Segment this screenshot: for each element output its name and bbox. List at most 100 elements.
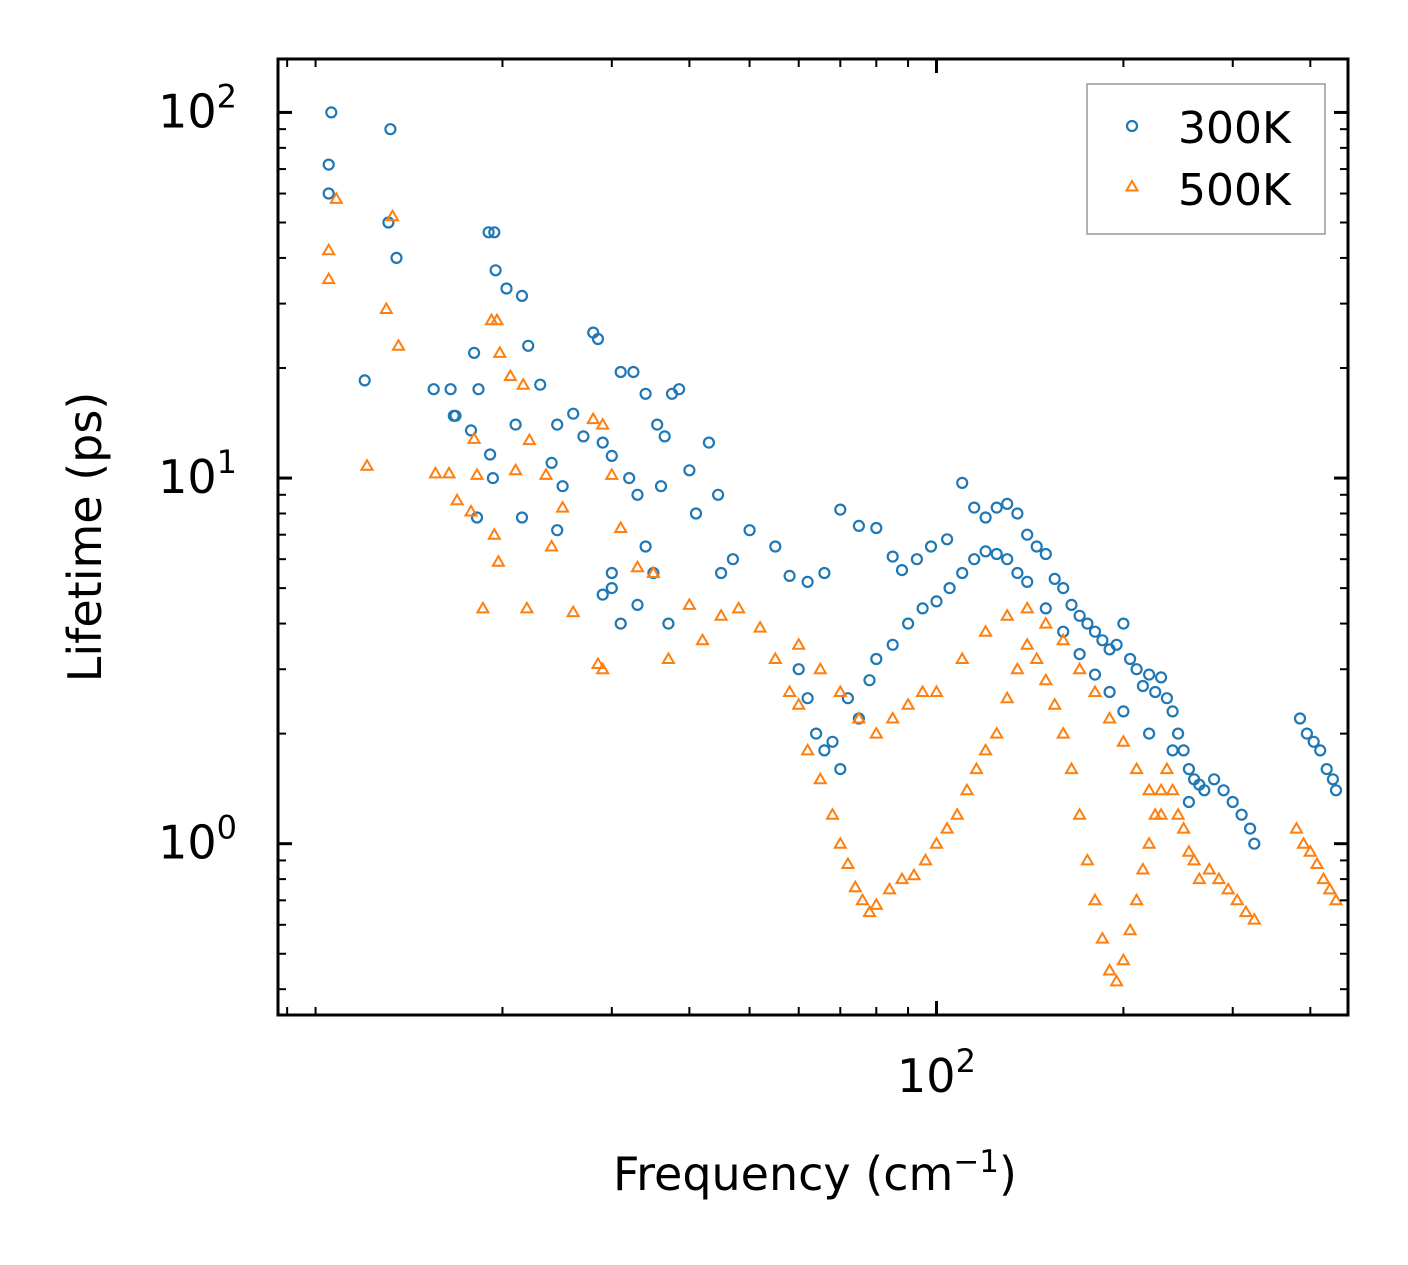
data-point [1073, 647, 1086, 661]
data-point [1064, 761, 1079, 775]
data-point [1181, 844, 1197, 857]
data-point [1220, 881, 1236, 895]
y-tick-label: 101 [158, 443, 237, 504]
data-point [390, 251, 403, 264]
data-point [1300, 727, 1314, 740]
legend-marker-300k [1125, 119, 1139, 133]
data-point [329, 191, 344, 204]
data-point [1057, 581, 1070, 595]
data-point [651, 418, 664, 431]
data-point [895, 563, 909, 577]
data-point [869, 897, 884, 910]
data-point [910, 553, 924, 566]
data-point [851, 711, 867, 724]
data-point [813, 771, 828, 785]
data-point [1072, 661, 1087, 675]
data-point [792, 663, 805, 676]
data-point [321, 271, 336, 285]
data-point [464, 424, 478, 437]
data-point [1309, 856, 1325, 869]
data-point [1019, 600, 1035, 614]
legend-label-300k: 300K [1178, 103, 1292, 154]
data-point [1048, 572, 1061, 586]
y-tick-label: 100 [158, 809, 237, 870]
data-point [1123, 652, 1137, 666]
data-point [818, 566, 831, 580]
data-point [519, 600, 535, 614]
data-point [322, 187, 335, 200]
data-point [813, 661, 828, 675]
data-point [924, 540, 938, 553]
data-point [862, 904, 877, 918]
data-point [791, 637, 806, 650]
data-point [1055, 632, 1071, 646]
data-point [630, 559, 645, 573]
data-point [990, 547, 1003, 561]
data-point [768, 651, 783, 664]
data-point [1166, 744, 1179, 757]
data-point [322, 158, 335, 171]
data-point [869, 726, 884, 739]
data-point [918, 852, 933, 866]
data-point [508, 462, 523, 476]
data-point [551, 418, 564, 431]
data-point [358, 374, 371, 387]
data-point [1073, 609, 1086, 622]
data-point [1129, 892, 1144, 906]
data-point [833, 684, 848, 697]
data-point [1217, 784, 1230, 797]
data-point [870, 521, 883, 535]
data-point [999, 608, 1015, 621]
data-point [929, 684, 944, 697]
data-point [538, 467, 554, 480]
data-point [929, 836, 944, 849]
data-point [661, 651, 676, 664]
data-point [1117, 705, 1130, 718]
data-point [1153, 782, 1169, 796]
data-point [1238, 904, 1254, 918]
data-point [654, 480, 668, 493]
data-point [978, 624, 993, 637]
data-point [682, 597, 697, 610]
data-point [488, 226, 501, 239]
data-point [444, 383, 457, 396]
data-point [1289, 821, 1304, 834]
data-point [834, 762, 847, 776]
data-point [848, 879, 863, 893]
data-point [614, 617, 627, 630]
data-point [1322, 881, 1338, 895]
data-point [894, 871, 910, 885]
data-point [639, 387, 652, 400]
data-point [487, 527, 502, 540]
data-point [885, 711, 900, 724]
data-point [1019, 637, 1035, 650]
data-point [672, 383, 686, 396]
data-point [545, 456, 558, 469]
data-point [1182, 762, 1196, 776]
data-point [886, 550, 899, 563]
data-point [486, 472, 499, 485]
data-point [940, 533, 954, 546]
data-point [870, 652, 883, 666]
data-point [468, 346, 481, 359]
data-point [1142, 668, 1156, 681]
data-point [1021, 528, 1034, 541]
data-point [1293, 712, 1307, 725]
axis-ticks [278, 59, 1348, 1015]
data-point [1103, 685, 1116, 699]
data-point [863, 674, 876, 687]
data-point [1047, 697, 1062, 710]
data-point [743, 524, 756, 537]
data-point [1320, 762, 1333, 776]
data-point [726, 553, 740, 566]
data-point [916, 602, 929, 615]
data-point [1198, 784, 1211, 797]
data-point [695, 632, 710, 646]
data-point [1316, 871, 1331, 885]
series-500k [321, 191, 1344, 987]
data-point [969, 761, 984, 775]
data-point [522, 339, 535, 352]
data-point [482, 226, 495, 239]
data-point [662, 617, 675, 630]
data-point [1243, 822, 1257, 835]
